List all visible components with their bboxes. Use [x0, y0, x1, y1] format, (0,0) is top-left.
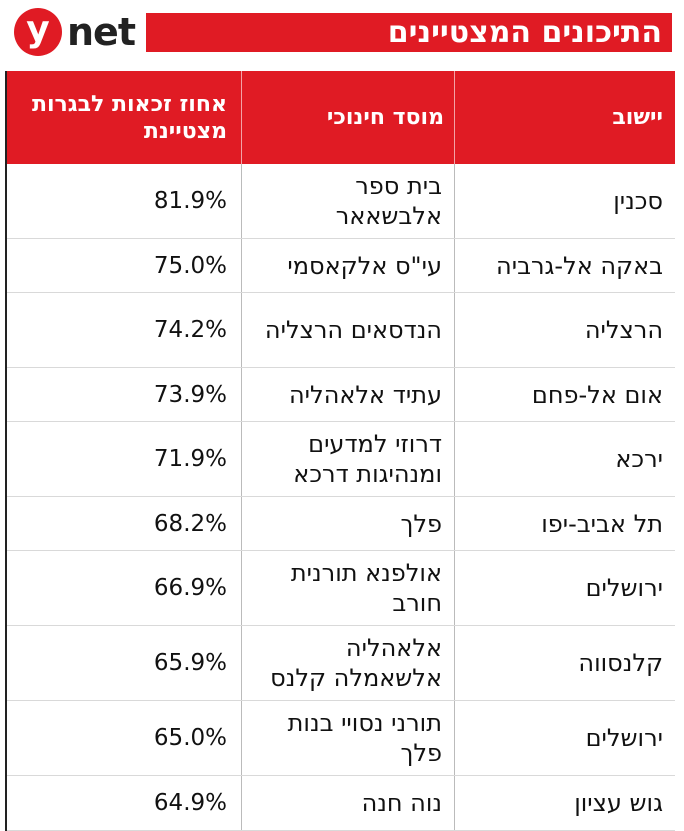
cell-city: ירכא — [615, 445, 663, 473]
table-row: קלנסווה אלאהליה אלשאמלה קלנס 65.9% — [7, 626, 675, 701]
cell-city: באקה אל-גרביה — [496, 251, 663, 280]
table-row: ירושלים אולפנא תורנית חורב 66.9% — [7, 551, 675, 626]
cell-school: תורני נסויי בנות פלך — [242, 701, 455, 775]
cell-percent: 65.0% — [7, 701, 242, 775]
cell-city: אום אל-פחם — [531, 380, 663, 409]
cell-city: הרצליה — [584, 316, 663, 344]
cell-school: עתיד אלאהליה — [242, 368, 455, 421]
cell-school: אולפנא תורנית חורב — [242, 551, 455, 625]
cell-percent: 75.0% — [7, 239, 242, 292]
cell-school: פלך — [242, 497, 455, 550]
cell-city: ירושלים — [585, 574, 663, 602]
column-header-school: מוסד חינוכי — [242, 71, 455, 164]
cell-school: בית ספר אלבשאאר — [242, 164, 455, 238]
ynet-logo-word: net — [67, 10, 136, 54]
cell-school: עי"ס אלקאסמי — [242, 239, 455, 292]
cell-city: סכנין — [613, 187, 663, 215]
table-header: יישוב מוסד חינוכי אחוז זכאות לבגרות מצטי… — [7, 71, 675, 164]
column-header-percent: אחוז זכאות לבגרות מצטיינת — [7, 71, 242, 164]
page-title: התיכונים המצטיינים — [146, 13, 672, 52]
table-row: תל אביב-יפו פלך 68.2% — [7, 497, 675, 551]
cell-percent: 64.9% — [7, 776, 242, 830]
cell-city: ירושלים — [585, 724, 663, 752]
cell-school: דרוזי למדעים ומנהיגות דרכא — [242, 422, 455, 496]
cell-percent: 73.9% — [7, 368, 242, 421]
cell-percent: 81.9% — [7, 164, 242, 238]
cell-city: קלנסווה — [578, 649, 663, 677]
cell-school: הנדסאים הרצליה — [242, 293, 455, 367]
cell-percent: 71.9% — [7, 422, 242, 496]
cell-city: גוש עציון — [574, 789, 663, 817]
cell-school: אלאהליה אלשאמלה קלנס — [242, 626, 455, 700]
cell-city: תל אביב-יפו — [541, 509, 663, 538]
cell-percent: 65.9% — [7, 626, 242, 700]
ynet-logo[interactable]: y net — [14, 8, 139, 56]
table-row: אום אל-פחם עתיד אלאהליה 73.9% — [7, 368, 675, 422]
table-row: גוש עציון נוה חנה 64.9% — [7, 776, 675, 831]
table-row: ירושלים תורני נסויי בנות פלך 65.0% — [7, 701, 675, 776]
cell-percent: 68.2% — [7, 497, 242, 550]
cell-school: נוה חנה — [242, 776, 455, 830]
table-row: באקה אל-גרביה עי"ס אלקאסמי 75.0% — [7, 239, 675, 293]
table-row: הרצליה הנדסאים הרצליה 74.2% — [7, 293, 675, 368]
cell-percent: 74.2% — [7, 293, 242, 367]
table-row: ירכא דרוזי למדעים ומנהיגות דרכא 71.9% — [7, 422, 675, 497]
table-row: סכנין בית ספר אלבשאאר 81.9% — [7, 164, 675, 239]
column-header-city: יישוב — [612, 105, 663, 130]
ynet-logo-mark: y — [14, 8, 62, 56]
cell-percent: 66.9% — [7, 551, 242, 625]
schools-table: יישוב מוסד חינוכי אחוז זכאות לבגרות מצטי… — [5, 71, 675, 831]
